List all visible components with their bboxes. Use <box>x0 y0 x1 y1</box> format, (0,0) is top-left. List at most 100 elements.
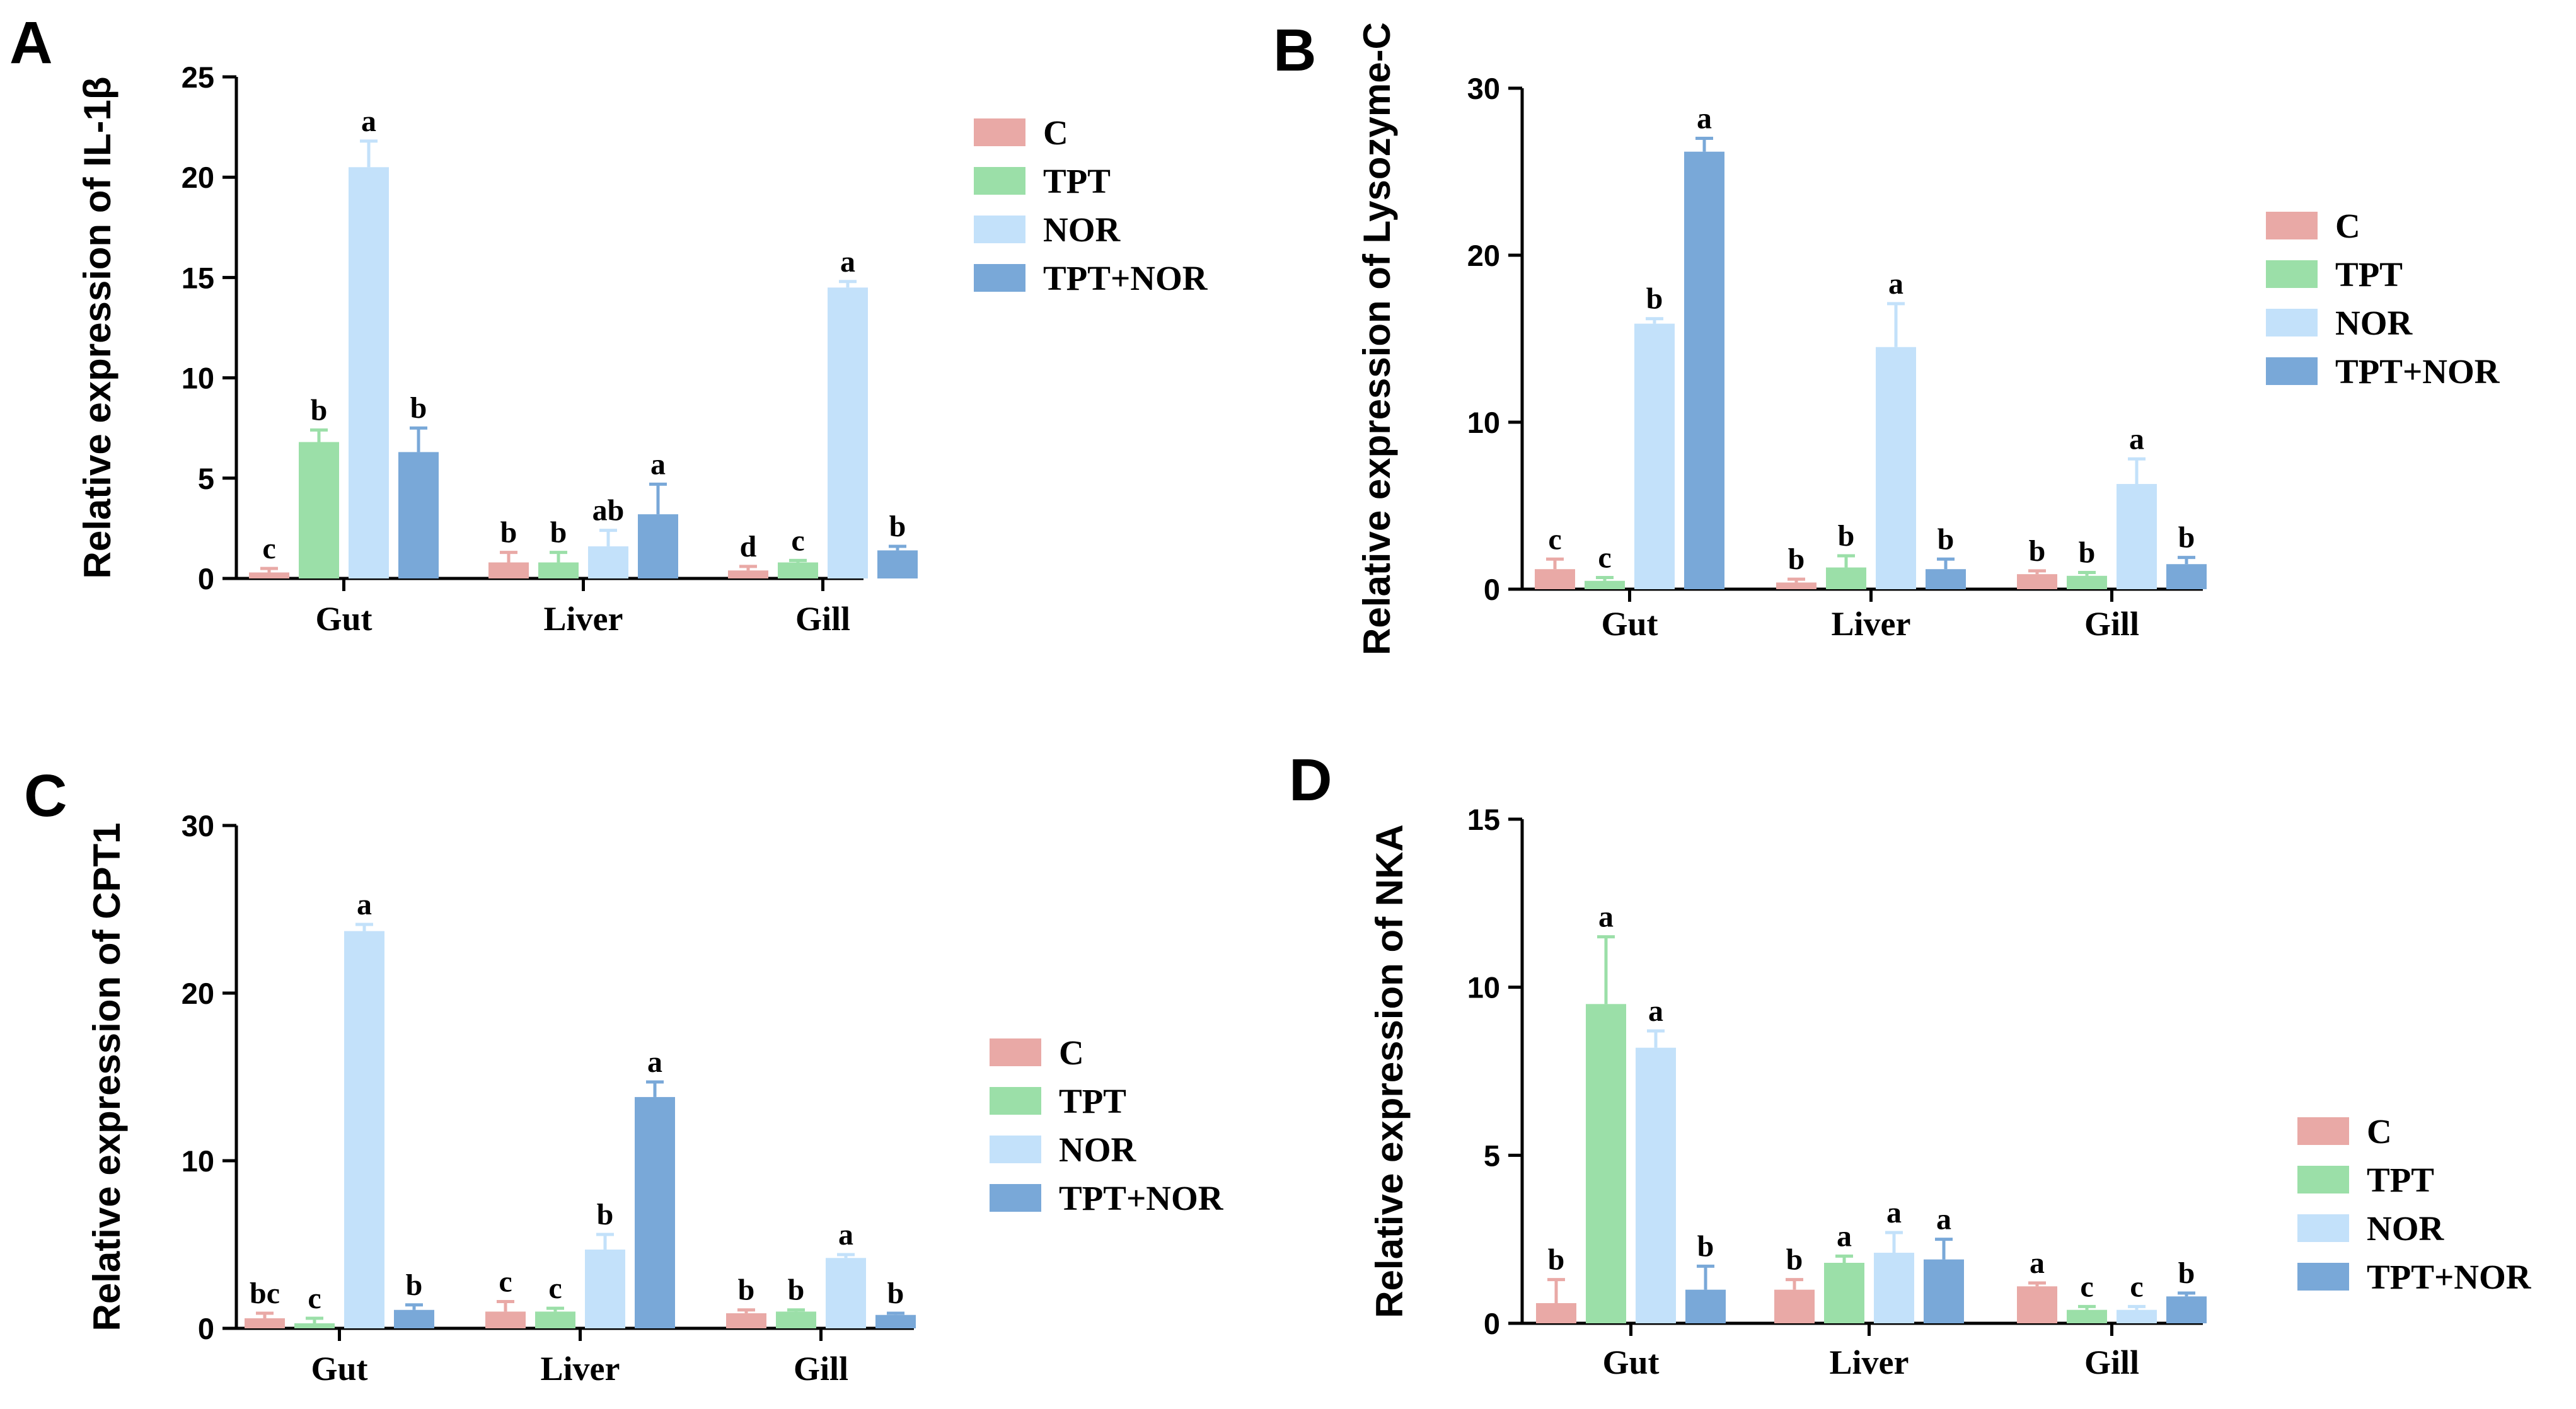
significance-label: a <box>361 105 376 138</box>
bar-A-gut-tpt-nor <box>398 452 439 578</box>
bar-B-gut-nor <box>1634 323 1675 589</box>
x-tick-label-liver: Liver <box>1832 605 1911 643</box>
y-axis-label: Relative expression of IL-1β <box>76 77 118 579</box>
legend-swatch-tpt-nor <box>990 1184 1041 1212</box>
significance-label: b <box>2178 1257 2195 1290</box>
y-tick-label: 5 <box>1484 1139 1500 1172</box>
bar-A-gut-nor <box>349 167 389 578</box>
significance-label: a <box>650 447 666 481</box>
legend-label: NOR <box>2335 304 2413 342</box>
y-tick-label: 10 <box>1467 406 1500 439</box>
significance-label: b <box>1788 543 1805 576</box>
bar-A-gut-tpt <box>299 442 339 578</box>
significance-label: a <box>1886 1196 1902 1229</box>
bar-B-gill-nor <box>2117 484 2157 589</box>
significance-label: b <box>1548 1243 1565 1277</box>
x-tick-label-gut: Gut <box>1602 1343 1659 1381</box>
significance-label: b <box>2079 536 2096 570</box>
bar-B-gill-tpt-nor <box>2166 564 2207 589</box>
legend-label: TPT+NOR <box>1059 1179 1224 1217</box>
bar-A-gill-nor <box>828 287 868 578</box>
x-tick-label-gill: Gill <box>2084 1343 2139 1381</box>
y-tick-label: 0 <box>198 1312 214 1345</box>
significance-label: c <box>548 1272 562 1305</box>
significance-label: a <box>1888 267 1903 301</box>
legend-label: TPT <box>2335 255 2403 294</box>
legend-label: NOR <box>1059 1130 1137 1169</box>
significance-label: b <box>1938 522 1955 556</box>
significance-label: b <box>887 1277 904 1310</box>
panel-B: B Relative expression of Lysozyme-C 0 10 20 3… <box>1273 17 2500 655</box>
y-tick-label: 20 <box>182 161 214 194</box>
significance-label: ab <box>592 494 625 527</box>
significance-label: b <box>1786 1243 1803 1277</box>
significance-label: b <box>1646 282 1663 316</box>
significance-label: a <box>838 1218 853 1251</box>
bar-C-liver-tpt-nor <box>635 1096 675 1328</box>
y-axis-label: Relative expression of Lysozyme-C <box>1356 22 1398 655</box>
x-tick-label-liver: Liver <box>544 600 623 638</box>
bar-B-liver-tpt-nor <box>1926 569 1966 589</box>
legend-label: NOR <box>2367 1209 2445 1248</box>
bar-A-liver-tpt <box>538 562 579 578</box>
y-tick-label: 30 <box>182 809 214 843</box>
significance-label: b <box>311 393 328 427</box>
legend-label: TPT+NOR <box>2335 352 2500 391</box>
x-tick-label-gut: Gut <box>315 600 372 638</box>
y-tick-label: 15 <box>182 261 214 294</box>
bar-D-gut-tpt <box>1586 1004 1626 1323</box>
y-tick-label: 30 <box>1467 72 1500 105</box>
bar-D-gut-tpt-nor <box>1685 1289 1726 1323</box>
legend-label: C <box>1043 113 1068 152</box>
legend-swatch-tpt-nor <box>2266 357 2318 385</box>
bar-D-gill-tpt <box>2067 1309 2107 1323</box>
significance-label: c <box>2080 1270 2093 1303</box>
bar-A-gill-c <box>728 570 768 578</box>
bar-A-gill-tpt <box>778 562 818 578</box>
bar-B-gill-c <box>2017 574 2057 589</box>
legend-label: C <box>2367 1112 2392 1151</box>
significance-label: b <box>2029 534 2046 568</box>
legend-swatch-c <box>990 1038 1041 1066</box>
legend-swatch-tpt <box>974 167 1025 195</box>
bar-B-gut-c <box>1535 569 1575 589</box>
significance-label: bc <box>250 1277 280 1310</box>
significance-label: c <box>1598 541 1611 574</box>
bar-B-liver-tpt <box>1826 567 1866 589</box>
significance-label: a <box>1936 1203 1951 1236</box>
significance-label: a <box>2030 1246 2045 1280</box>
significance-label: b <box>597 1198 614 1231</box>
y-axis-label: Relative expression of NKA <box>1368 824 1411 1318</box>
bar-B-gut-tpt <box>1585 580 1625 589</box>
significance-label: b <box>738 1274 755 1307</box>
significance-label: a <box>1598 900 1614 934</box>
x-tick-label-gut: Gut <box>1601 605 1658 643</box>
bar-C-liver-nor <box>585 1249 625 1328</box>
significance-label: b <box>550 516 567 549</box>
significance-label: b <box>1838 519 1855 553</box>
bar-C-gut-nor <box>344 931 384 1328</box>
legend-swatch-nor <box>2266 309 2318 336</box>
significance-label: a <box>647 1045 662 1079</box>
bar-C-gut-tpt-nor <box>394 1309 434 1328</box>
significance-label: c <box>2130 1270 2143 1303</box>
panel-label: D <box>1289 747 1332 814</box>
bar-D-liver-tpt <box>1824 1263 1864 1323</box>
bar-B-liver-nor <box>1876 347 1916 589</box>
bar-C-liver-c <box>485 1311 526 1328</box>
legend-swatch-tpt-nor <box>974 264 1025 292</box>
bar-A-gut-c <box>249 572 289 578</box>
bar-D-gill-nor <box>2117 1309 2157 1323</box>
bar-C-gill-tpt-nor <box>875 1314 916 1328</box>
y-axis-label: Relative expression of CPT1 <box>86 823 128 1331</box>
bar-D-gut-nor <box>1636 1047 1676 1323</box>
legend-label: C <box>2335 207 2360 245</box>
significance-label: b <box>406 1268 423 1302</box>
legend-label: C <box>1059 1033 1084 1072</box>
y-tick-label: 10 <box>1467 971 1500 1004</box>
bar-D-gut-c <box>1536 1303 1576 1323</box>
panel-A: A Relative expression of IL-1β 0 5 10 15 20 25 G… <box>9 9 1208 638</box>
bar-B-liver-c <box>1776 582 1816 589</box>
legend-swatch-nor <box>2297 1214 2349 1242</box>
